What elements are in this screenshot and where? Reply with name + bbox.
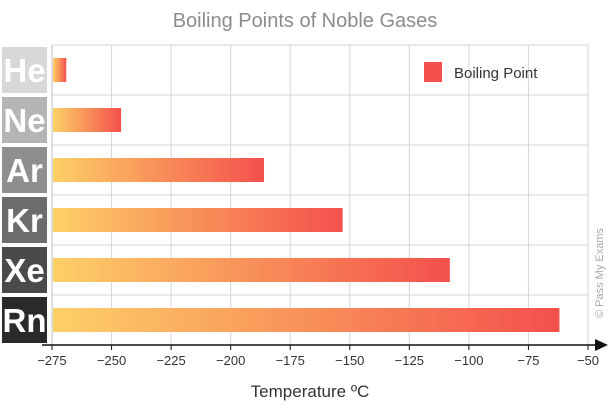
x-axis xyxy=(42,339,608,351)
legend-swatch xyxy=(424,62,442,82)
x-axis-arrow xyxy=(595,339,608,351)
category-label-box xyxy=(2,247,47,293)
category-label-box xyxy=(2,297,47,343)
x-tick-label: −275 xyxy=(37,353,66,368)
x-tick-label: −100 xyxy=(454,353,483,368)
x-tick-label: −150 xyxy=(335,353,364,368)
category-label-He: He xyxy=(3,52,45,89)
chart-title: Boiling Points of Noble Gases xyxy=(172,10,438,32)
x-tick-label: −250 xyxy=(97,353,126,368)
legend-label: Boiling Point xyxy=(454,65,538,82)
bars xyxy=(53,58,560,332)
bar-Rn xyxy=(53,308,560,332)
bar-Xe xyxy=(53,258,450,282)
category-label-Xe: Xe xyxy=(4,252,44,289)
x-axis-label: Temperature ºC xyxy=(250,382,370,401)
x-tick-label: −75 xyxy=(517,353,539,368)
category-label-Ar: Ar xyxy=(6,152,43,189)
x-tick-label: −225 xyxy=(156,353,185,368)
x-tick-label: −200 xyxy=(216,353,245,368)
bar-He xyxy=(53,58,67,82)
watermark: © Pass My Exams xyxy=(594,227,606,318)
category-label-box xyxy=(2,97,47,143)
legend: Boiling Point xyxy=(424,62,538,82)
category-label-box xyxy=(2,47,47,93)
category-label-box xyxy=(2,197,47,243)
bar-Ar xyxy=(53,158,265,182)
x-tick-label: −175 xyxy=(276,353,305,368)
category-label-Ne: Ne xyxy=(3,102,45,139)
category-label-box xyxy=(2,147,47,193)
category-label-Kr: Kr xyxy=(6,202,43,239)
category-label-Rn: Rn xyxy=(3,302,47,339)
category-labels: He Ne Ar Kr Xe Rn xyxy=(2,47,47,343)
grid-lines xyxy=(51,44,589,346)
x-tick-labels: −275 −250 −225 −200 −175 −150 −125 −100 −75 −50 xyxy=(37,345,599,368)
bar-Ne xyxy=(53,108,122,132)
x-tick-label: −125 xyxy=(395,353,424,368)
x-tick-label: −50 xyxy=(577,353,599,368)
bar-Kr xyxy=(53,208,343,232)
